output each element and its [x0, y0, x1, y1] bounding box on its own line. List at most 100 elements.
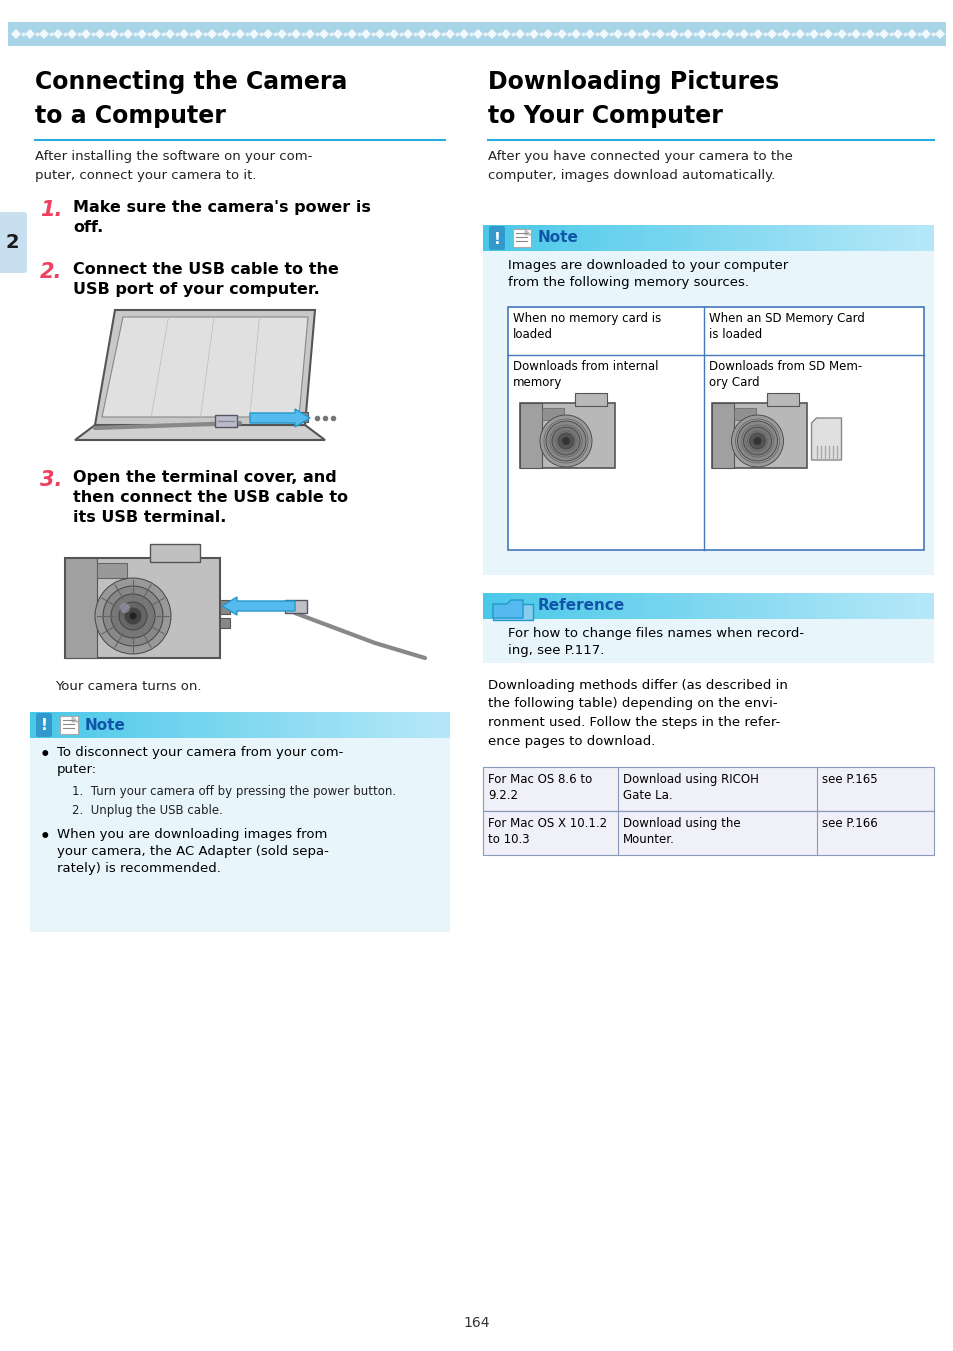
- Polygon shape: [626, 28, 637, 39]
- Bar: [399, 712, 408, 738]
- Polygon shape: [473, 28, 482, 39]
- Text: For Mac OS 8.6 to
9.2.2: For Mac OS 8.6 to 9.2.2: [488, 773, 592, 802]
- Polygon shape: [165, 28, 174, 39]
- Bar: [591, 226, 600, 251]
- Bar: [482, 811, 933, 855]
- Bar: [248, 712, 257, 738]
- Bar: [888, 593, 898, 619]
- Bar: [60, 716, 78, 734]
- Bar: [507, 307, 923, 550]
- Bar: [164, 712, 173, 738]
- Text: After you have connected your camera to the
computer, images download automatica: After you have connected your camera to …: [488, 150, 792, 181]
- Bar: [609, 226, 618, 251]
- Bar: [581, 226, 591, 251]
- Polygon shape: [486, 28, 497, 39]
- Polygon shape: [529, 28, 538, 39]
- Bar: [537, 226, 546, 251]
- Polygon shape: [766, 28, 776, 39]
- Bar: [644, 593, 654, 619]
- Circle shape: [103, 586, 163, 646]
- Polygon shape: [493, 604, 533, 620]
- Circle shape: [545, 422, 585, 461]
- Bar: [861, 226, 870, 251]
- Polygon shape: [11, 28, 21, 39]
- Bar: [223, 712, 232, 738]
- Bar: [879, 226, 888, 251]
- Bar: [825, 226, 835, 251]
- Text: Download using the
Mounter.: Download using the Mounter.: [622, 817, 740, 846]
- Bar: [915, 226, 924, 251]
- Polygon shape: [739, 28, 748, 39]
- Bar: [492, 593, 501, 619]
- Text: Your camera turns on.: Your camera turns on.: [55, 680, 201, 693]
- Bar: [654, 593, 663, 619]
- Polygon shape: [500, 28, 511, 39]
- Bar: [654, 226, 663, 251]
- Text: 164: 164: [463, 1316, 490, 1329]
- Bar: [139, 712, 148, 738]
- Polygon shape: [542, 28, 553, 39]
- Text: Downloads from internal
memory: Downloads from internal memory: [513, 359, 658, 389]
- Polygon shape: [318, 28, 329, 39]
- Bar: [636, 226, 645, 251]
- Polygon shape: [221, 28, 231, 39]
- Bar: [852, 226, 862, 251]
- Text: !: !: [41, 719, 48, 734]
- Bar: [897, 226, 906, 251]
- Polygon shape: [850, 28, 861, 39]
- Bar: [382, 712, 392, 738]
- Bar: [408, 712, 416, 738]
- Bar: [761, 593, 771, 619]
- Text: 2.  Unplug the USB cable.: 2. Unplug the USB cable.: [71, 804, 223, 817]
- Bar: [644, 226, 654, 251]
- Bar: [148, 712, 156, 738]
- Bar: [708, 593, 718, 619]
- Polygon shape: [906, 28, 916, 39]
- Bar: [699, 226, 708, 251]
- Bar: [206, 712, 215, 738]
- Bar: [89, 712, 97, 738]
- Bar: [672, 593, 681, 619]
- Bar: [220, 600, 230, 613]
- Bar: [879, 593, 888, 619]
- Bar: [735, 593, 744, 619]
- Bar: [332, 712, 341, 738]
- Text: Connect the USB cable to the
USB port of your computer.: Connect the USB cable to the USB port of…: [73, 262, 338, 297]
- Bar: [274, 712, 282, 738]
- Polygon shape: [375, 28, 385, 39]
- Bar: [798, 226, 807, 251]
- Polygon shape: [864, 28, 874, 39]
- Bar: [492, 226, 501, 251]
- Text: For Mac OS X 10.1.2
to 10.3: For Mac OS X 10.1.2 to 10.3: [488, 817, 606, 846]
- Text: To disconnect your camera from your com-
puter:: To disconnect your camera from your com-…: [57, 746, 343, 775]
- Bar: [852, 593, 862, 619]
- Polygon shape: [822, 28, 832, 39]
- Bar: [106, 712, 114, 738]
- Bar: [897, 593, 906, 619]
- Bar: [717, 593, 726, 619]
- Circle shape: [552, 427, 579, 455]
- Circle shape: [749, 434, 764, 449]
- Polygon shape: [613, 28, 622, 39]
- FancyBboxPatch shape: [489, 226, 504, 250]
- Bar: [765, 393, 798, 407]
- Bar: [563, 593, 573, 619]
- Text: Note: Note: [537, 231, 578, 246]
- Text: see P.165: see P.165: [821, 773, 877, 786]
- Polygon shape: [682, 28, 692, 39]
- Text: Downloads from SD Mem-
ory Card: Downloads from SD Mem- ory Card: [708, 359, 861, 389]
- Bar: [357, 712, 366, 738]
- Polygon shape: [81, 28, 91, 39]
- Bar: [441, 712, 450, 738]
- Bar: [80, 712, 90, 738]
- Bar: [510, 226, 519, 251]
- Bar: [662, 593, 672, 619]
- Bar: [924, 593, 934, 619]
- Bar: [190, 712, 198, 738]
- Bar: [519, 403, 541, 467]
- Bar: [581, 593, 591, 619]
- Text: •: •: [40, 828, 51, 846]
- Polygon shape: [137, 28, 147, 39]
- Polygon shape: [25, 28, 35, 39]
- Bar: [906, 226, 916, 251]
